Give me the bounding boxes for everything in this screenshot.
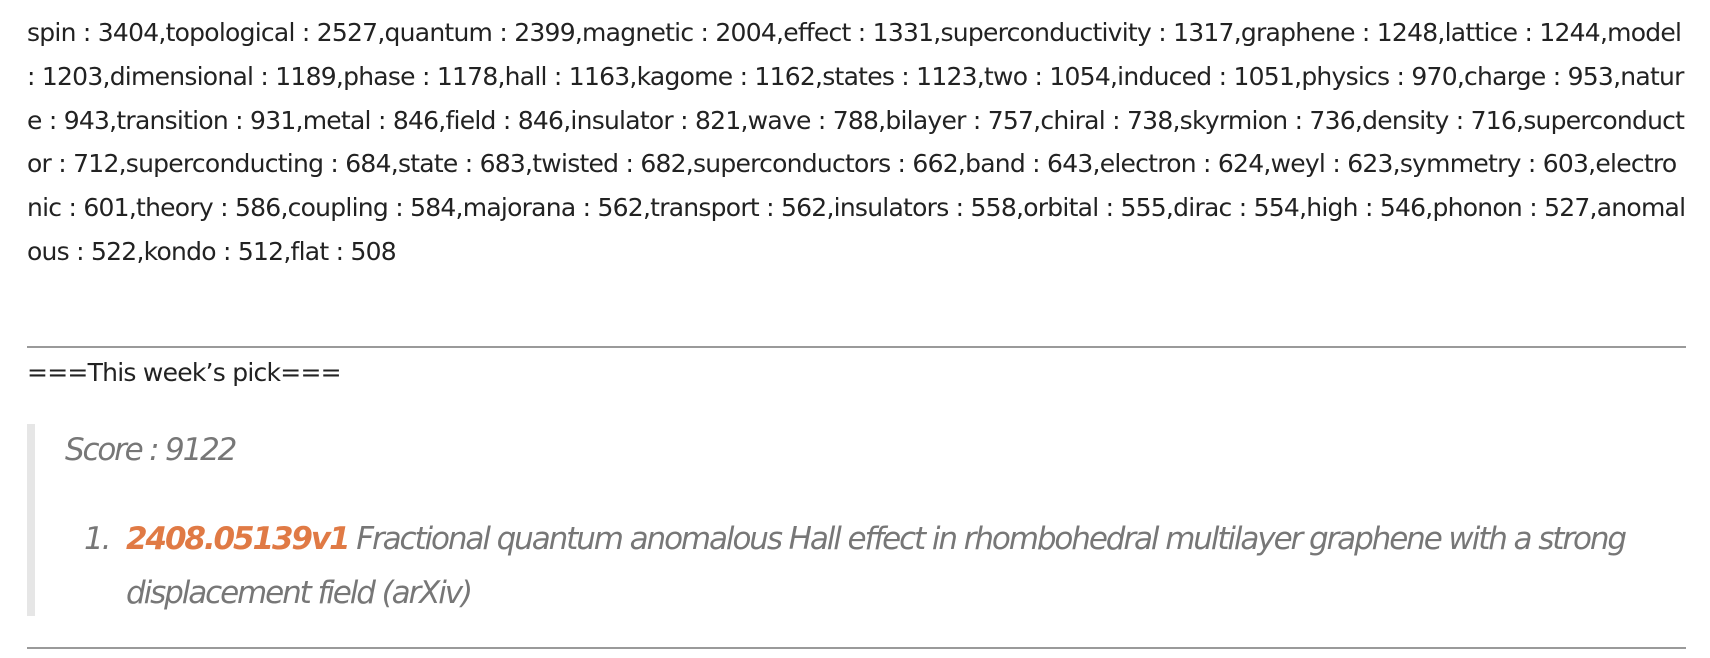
paper-id-link[interactable]: 2408.05139v1 bbox=[126, 521, 351, 557]
pick-heading: ===This week’s pick=== bbox=[27, 358, 342, 387]
list-item-number: 1. bbox=[84, 521, 112, 557]
pick-list: 1. 2408.05139v1 Fractional quantum anomal… bbox=[84, 512, 1644, 620]
pick-blockquote bbox=[27, 424, 1694, 616]
divider-top bbox=[27, 346, 1686, 348]
pick-score: Score : 9122 bbox=[65, 432, 237, 468]
divider-bottom bbox=[27, 647, 1686, 649]
paper-title: Fractional quantum anomalous Hall effect… bbox=[126, 521, 1627, 611]
list-item: 1. 2408.05139v1 Fractional quantum anomal… bbox=[84, 512, 1644, 620]
keyword-frequency-list: spin : 3404,topological : 2527,quantum :… bbox=[27, 18, 1686, 266]
